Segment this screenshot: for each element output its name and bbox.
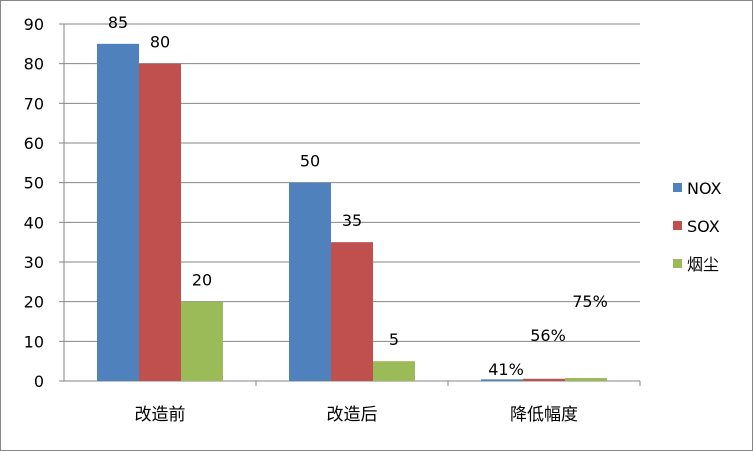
data-label: 85 (108, 13, 128, 32)
data-label: 56% (530, 326, 566, 345)
data-labels: 85 80 20 50 35 5 41% 56% 75% (108, 13, 608, 379)
legend-swatch-NOX (673, 183, 682, 192)
bar-烟尘 (181, 301, 223, 381)
data-label: 20 (192, 271, 212, 290)
y-tick-label: 10 (24, 332, 44, 351)
bar-烟尘 (565, 378, 607, 381)
data-label: 35 (342, 211, 362, 230)
data-label: 50 (300, 152, 320, 171)
legend-label: NOX (687, 179, 722, 198)
bar-SOX (331, 242, 373, 381)
legend: NOX SOX 烟尘 (673, 179, 722, 274)
x-category-label: 降低幅度 (510, 405, 578, 425)
y-tick-label: 30 (24, 253, 44, 272)
bar-NOX (481, 379, 523, 381)
y-tick-label: 70 (24, 94, 44, 113)
data-label: 75% (572, 292, 608, 311)
data-label: 80 (150, 33, 170, 52)
bar-SOX (523, 378, 565, 381)
x-category-label: 改造前 (135, 405, 186, 425)
bar-NOX (97, 43, 139, 381)
y-tick-label: 20 (24, 293, 44, 312)
bar-SOX (139, 63, 181, 382)
y-tick-label: 80 (24, 55, 44, 74)
bar-NOX (289, 182, 331, 381)
y-tick-label: 60 (24, 134, 44, 153)
legend-swatch-SOX (673, 221, 682, 230)
y-tick-label: 40 (24, 213, 44, 232)
y-tick-label: 50 (24, 174, 44, 193)
data-label: 41% (488, 360, 524, 379)
data-label: 5 (389, 330, 399, 349)
legend-label: SOX (687, 217, 720, 236)
y-tick-label: 0 (34, 372, 44, 391)
bar-烟尘 (373, 361, 415, 381)
axes: 0 10 20 30 40 50 60 70 80 90 改造前 改造后 降低幅度 (24, 15, 641, 425)
legend-label: 烟尘 (687, 255, 719, 274)
legend-swatch-烟尘 (673, 259, 682, 268)
x-category-label: 改造后 (327, 405, 378, 425)
y-tick-label: 90 (24, 15, 44, 34)
bars (97, 43, 607, 382)
